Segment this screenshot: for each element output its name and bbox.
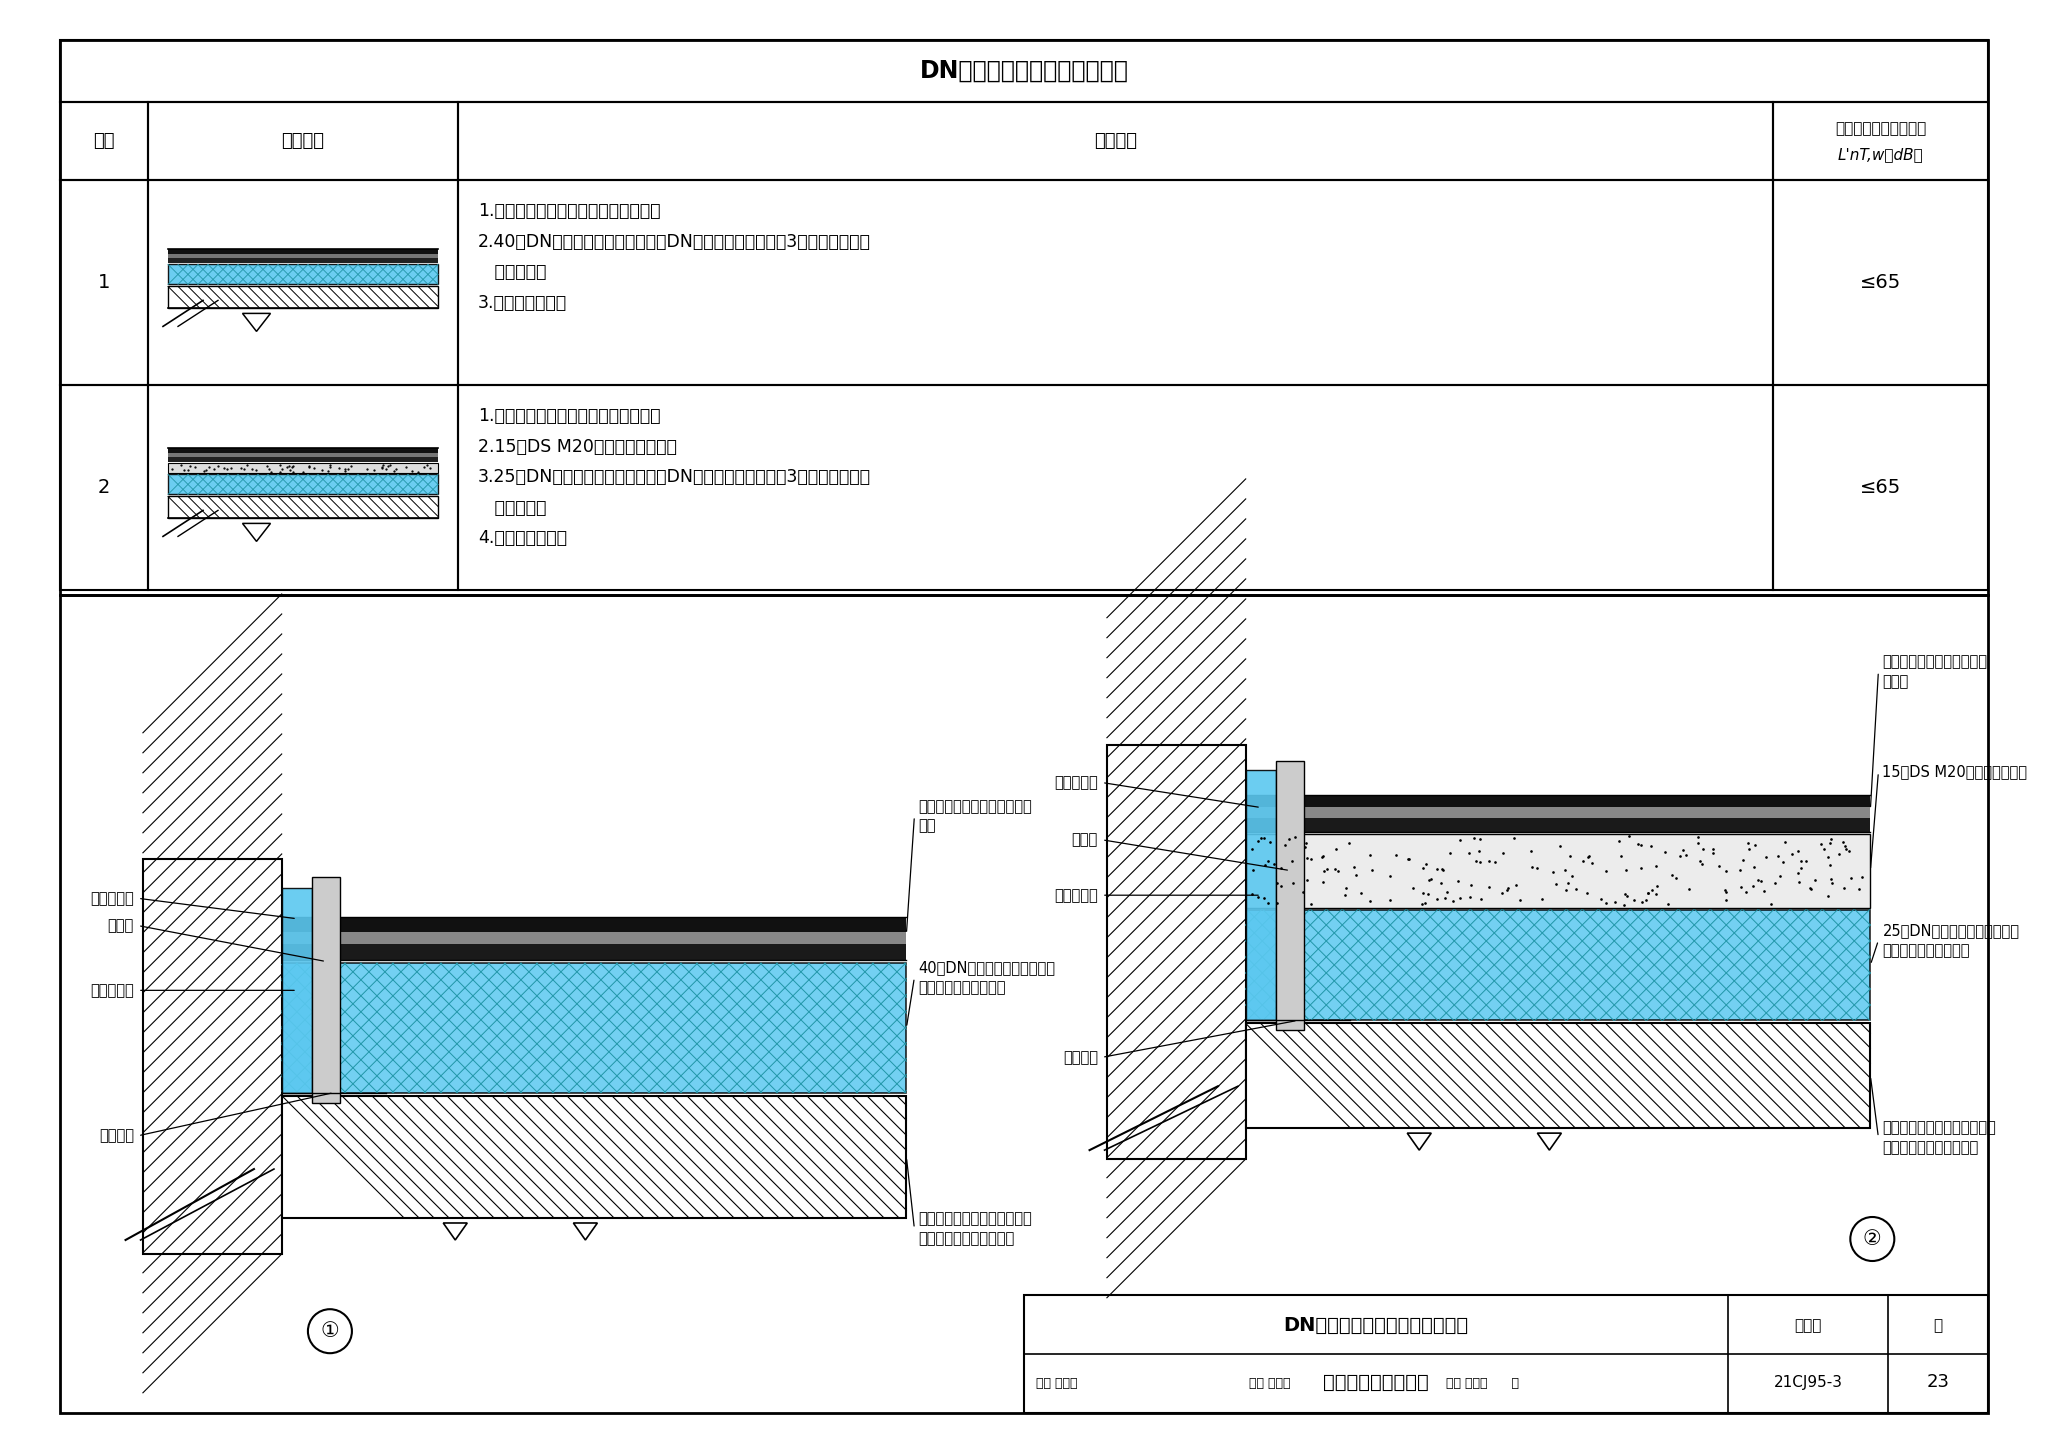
Text: 密封胶密封: 密封胶密封 [1055, 775, 1098, 789]
Bar [1774, 180, 1989, 385]
Bar [459, 385, 1774, 590]
Bar [459, 102, 1774, 180]
Text: 21CJ95-3: 21CJ95-3 [1774, 1375, 1843, 1390]
Text: ①: ① [322, 1322, 340, 1341]
Bar [1774, 102, 1989, 180]
Bar [283, 887, 311, 1092]
Bar [59, 595, 1989, 1413]
Text: 踢脚线: 踢脚线 [109, 918, 133, 934]
Text: 15厚DS M20水泥砂浆找平层: 15厚DS M20水泥砂浆找平层 [1882, 765, 2028, 779]
Bar [168, 258, 438, 264]
Text: L'nT,w（dB）: L'nT,w（dB） [1837, 147, 1923, 163]
Bar [59, 180, 147, 385]
Text: 竖向隔声片: 竖向隔声片 [1055, 887, 1098, 903]
Bar [168, 254, 438, 258]
Text: ≤65: ≤65 [1860, 478, 1901, 496]
Bar [59, 102, 147, 180]
Text: 踢脚线: 踢脚线 [1071, 833, 1098, 847]
Bar [1276, 760, 1305, 1030]
Text: 1.地砖及粘结层（见具体工程设计）；
2.15厚DS M20水泥砂浆找平层；
3.25厚DN装配式保温隔声地暖板，DN保温隔声板底部复合3厚电子交联聚乙
   : 1.地砖及粘结层（见具体工程设计）； 2.15厚DS M20水泥砂浆找平层； 3… [477, 407, 870, 547]
Bar [1245, 807, 1870, 818]
Bar [1245, 771, 1276, 1020]
Bar [1024, 1294, 1989, 1413]
Bar [283, 962, 907, 1092]
Bar [147, 102, 459, 180]
Text: 构造做法: 构造做法 [1094, 131, 1137, 150]
Text: 设计 赵文平      页: 设计 赵文平 页 [1446, 1377, 1520, 1390]
Bar [59, 40, 1989, 102]
Text: 楼面标高: 楼面标高 [1063, 1051, 1098, 1065]
Bar [311, 877, 340, 1104]
Bar [147, 180, 459, 385]
Text: 密封胶密封: 密封胶密封 [90, 890, 133, 906]
Bar [1245, 795, 1870, 807]
Text: 竖向隔声片构造做法: 竖向隔声片构造做法 [1323, 1372, 1430, 1392]
Text: 现浇钢筋混凝土楼板或预制楼
板上现浇叠合层随搞随抹: 现浇钢筋混凝土楼板或预制楼 板上现浇叠合层随搞随抹 [918, 1211, 1032, 1247]
Bar [59, 385, 147, 590]
Bar [1245, 909, 1870, 1020]
Bar [168, 449, 438, 453]
Bar [459, 180, 1774, 385]
Text: 校对 唐海燕: 校对 唐海燕 [1249, 1377, 1307, 1390]
Text: 现浇钢筋混凝土楼板或预制楼
板上现浇叠合层随搞随抹: 现浇钢筋混凝土楼板或预制楼 板上现浇叠合层随搞随抹 [1882, 1120, 1997, 1154]
Bar [168, 250, 438, 254]
Bar [283, 932, 907, 944]
Bar [283, 916, 907, 932]
Bar [168, 453, 438, 457]
Text: 计权标准化撞击声压级: 计权标准化撞击声压级 [1835, 121, 1925, 137]
Text: 序号: 序号 [94, 131, 115, 150]
Text: 木地板及底垫（见具体工程设
计）: 木地板及底垫（见具体工程设 计） [918, 798, 1032, 834]
Bar [168, 475, 438, 495]
Bar [283, 944, 907, 960]
Bar [168, 463, 438, 473]
Bar [168, 457, 438, 462]
Bar [147, 385, 459, 590]
Text: 25厚DN装配式保温隔声地暖板
（内嵌碳纤维发热线）: 25厚DN装配式保温隔声地暖板 （内嵌碳纤维发热线） [1882, 924, 2019, 958]
Bar [1245, 1023, 1870, 1128]
Bar [59, 40, 1989, 595]
Bar [1774, 385, 1989, 590]
Text: DN保温隔声地暖系统隔声性能: DN保温隔声地暖系统隔声性能 [920, 59, 1128, 84]
Text: ②: ② [1864, 1229, 1882, 1250]
Bar [168, 496, 438, 518]
Bar [143, 859, 283, 1254]
Text: 构造简图: 构造简图 [281, 131, 324, 150]
Text: 图集号: 图集号 [1794, 1317, 1821, 1333]
Text: 地砖及粘结层（见具体工程
设计）: 地砖及粘结层（见具体工程 设计） [1882, 654, 1987, 688]
Text: 审核 唐海军: 审核 唐海军 [1036, 1377, 1094, 1390]
Text: 2: 2 [98, 478, 111, 496]
Text: 23: 23 [1927, 1374, 1950, 1391]
Bar [283, 1095, 907, 1218]
Text: ≤65: ≤65 [1860, 273, 1901, 291]
Bar [1245, 818, 1870, 831]
Text: 1: 1 [98, 273, 111, 291]
Text: 页: 页 [1933, 1317, 1944, 1333]
Bar [1245, 834, 1870, 908]
Text: 楼面标高: 楼面标高 [98, 1128, 133, 1143]
Text: DN保温隔声地暖系统隔声性能、: DN保温隔声地暖系统隔声性能、 [1284, 1316, 1468, 1335]
Bar [168, 264, 438, 284]
Bar [1106, 746, 1245, 1159]
Text: 1.木地板及底垫（见具体工程设计）；
2.40厚DN装配式保温隔声地暖板，DN保温隔声板底部复合3厚电子交联聚乙
   烯隔声垫；
3.钢筋混凝土楼板: 1.木地板及底垫（见具体工程设计）； 2.40厚DN装配式保温隔声地暖板，DN保… [477, 202, 870, 312]
Text: 竖向隔声片: 竖向隔声片 [90, 983, 133, 999]
Text: 40厚DN装配式保温隔声地暖板
（内嵌碳纤维发热线）: 40厚DN装配式保温隔声地暖板 （内嵌碳纤维发热线） [918, 960, 1055, 994]
Bar [168, 286, 438, 309]
